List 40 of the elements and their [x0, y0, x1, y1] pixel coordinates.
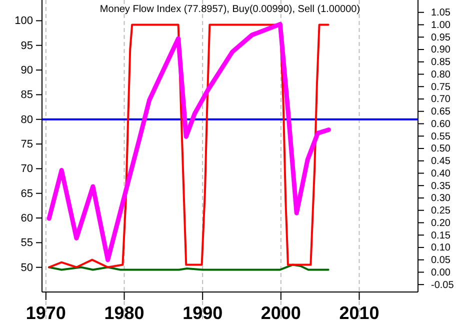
- y2-tick-label: 1.05: [431, 8, 451, 19]
- y2-tick-label: 1.00: [431, 20, 451, 31]
- y-tick-label: 80: [20, 114, 33, 126]
- x-tick-label: 2000: [260, 303, 301, 322]
- y2-tick-label: 0.85: [431, 57, 451, 68]
- y2-tick-label: 0.45: [431, 156, 451, 168]
- y2-tick-label: 0.40: [431, 168, 451, 180]
- y-tick-label: 55: [20, 237, 33, 250]
- y2-tick-label: 0.55: [431, 131, 451, 142]
- y2-tick-label: 0.60: [431, 118, 451, 130]
- y-tick-label: 65: [20, 188, 33, 200]
- y-tick-label: 95: [20, 40, 33, 52]
- y-tick-label: 50: [20, 262, 33, 274]
- y2-tick-label: 0.50: [431, 144, 451, 155]
- y-tick-label: 90: [20, 64, 33, 77]
- y2-tick-label: 0.80: [431, 69, 451, 80]
- y-tick-label: 85: [20, 89, 33, 102]
- y2-tick-label: 0.95: [431, 32, 451, 44]
- y2-tick-label: 0.05: [431, 255, 451, 266]
- y2-tick-label: -0.05: [431, 280, 454, 291]
- y2-tick-label: 0.20: [431, 218, 451, 229]
- y2-tick-label: 0.30: [431, 193, 451, 204]
- y2-tick-label: 0.70: [431, 94, 451, 106]
- y2-tick-label: 0.25: [431, 206, 451, 217]
- y2-tick-label: 0.75: [431, 82, 451, 93]
- y-tick-label: 75: [20, 138, 33, 151]
- x-tick-label: 1980: [104, 303, 144, 322]
- chart-title: Money Flow Index (77.8957), Buy(0.00990), Sell (1.00000): [100, 4, 360, 15]
- y-tick-label: 60: [20, 212, 33, 225]
- y2-tick-label: 0.15: [431, 230, 451, 242]
- x-tick-label: 2010: [339, 303, 380, 322]
- y2-tick-label: 0.90: [431, 44, 451, 56]
- y-tick-label: 70: [20, 163, 33, 176]
- y2-tick-label: 0.00: [431, 267, 451, 278]
- y2-tick-label: 0.65: [431, 106, 451, 118]
- x-tick-label: 1970: [26, 303, 66, 322]
- x-tick-label: 1990: [182, 303, 223, 322]
- y-tick-label: 100: [14, 15, 33, 28]
- y2-tick-label: 0.10: [431, 242, 451, 254]
- y2-tick-label: 0.35: [431, 180, 451, 192]
